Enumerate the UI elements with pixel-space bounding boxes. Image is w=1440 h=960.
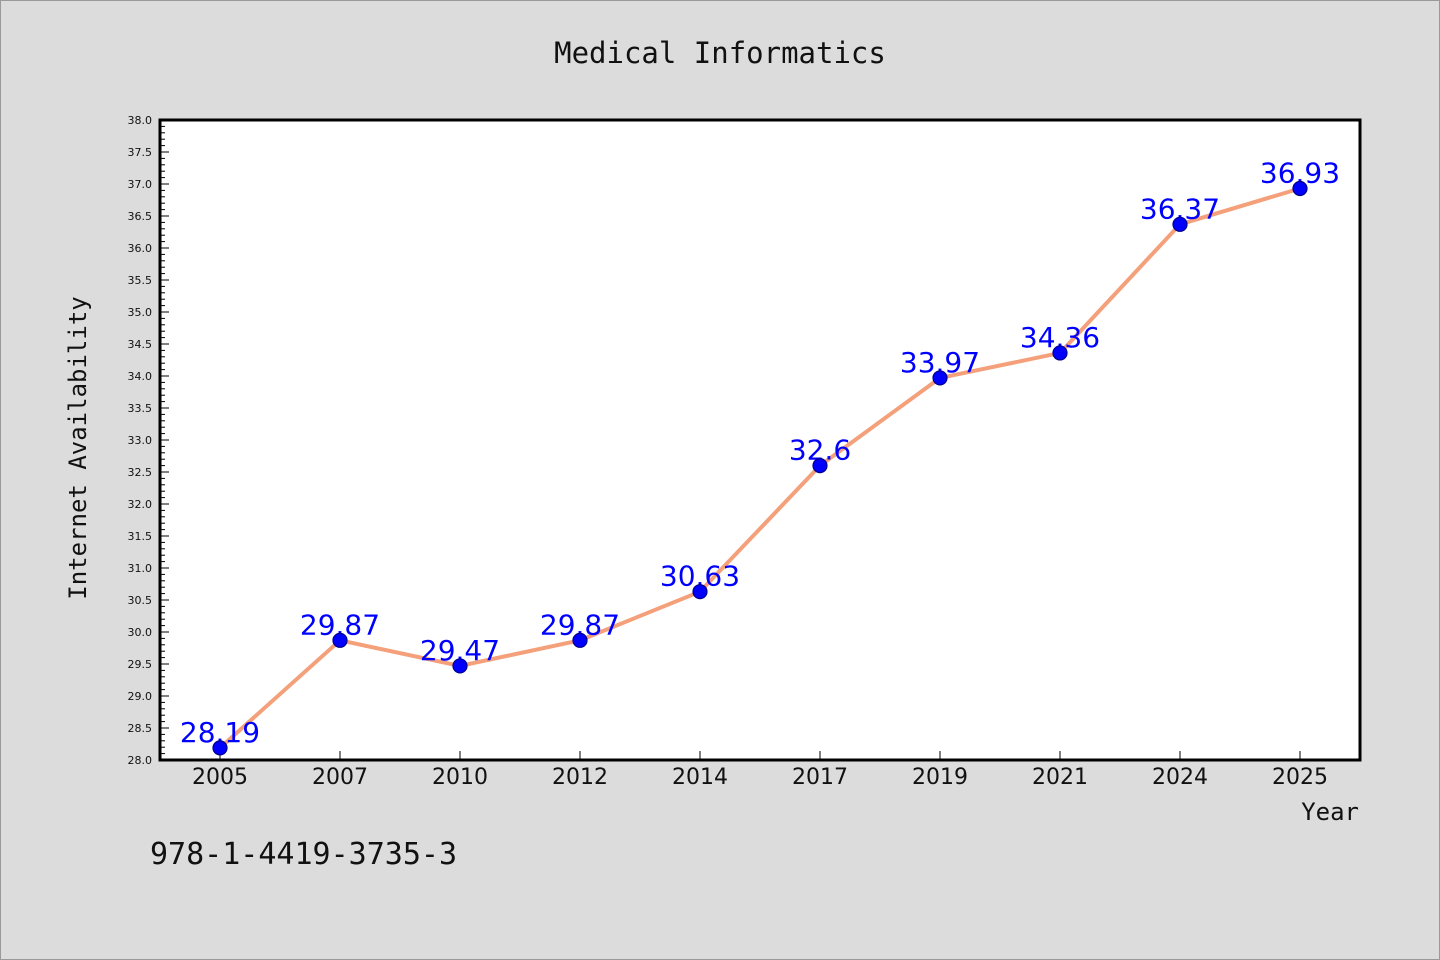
y-tick-label: 33.5 xyxy=(128,402,153,415)
series-group: 28.1929.8729.4729.8730.6332.633.9734.363… xyxy=(180,156,1340,756)
y-axis-label: Internet Availability xyxy=(64,296,92,599)
y-tick-label: 38.0 xyxy=(128,114,153,127)
y-tick-label: 30.0 xyxy=(128,626,153,639)
x-tick-label: 2024 xyxy=(1152,765,1208,790)
y-tick-label: 28.5 xyxy=(128,722,153,735)
x-tick-label: 2007 xyxy=(312,765,368,790)
data-point xyxy=(1172,216,1188,232)
x-tick-label: 2014 xyxy=(672,765,728,790)
x-axis-label: Year xyxy=(1301,798,1359,826)
y-tick-label: 30.5 xyxy=(128,594,153,607)
x-tick-label: 2017 xyxy=(792,765,848,790)
y-tick-label: 32.5 xyxy=(128,466,153,479)
x-axis-ticks: 2005 2007 2010 2012 2014 2017 2019 2021 2024 2025 xyxy=(192,751,1328,790)
plot-area xyxy=(160,120,1360,760)
y-tick-label: 35.5 xyxy=(128,274,153,287)
x-tick-label: 2025 xyxy=(1272,765,1328,790)
x-tick-label: 2021 xyxy=(1032,765,1088,790)
data-point xyxy=(1292,180,1308,197)
data-point xyxy=(572,632,588,648)
data-point xyxy=(212,740,228,756)
y-tick-label: 28.0 xyxy=(128,754,153,767)
y-tick-label: 37.0 xyxy=(128,178,153,191)
y-tick-label: 36.0 xyxy=(128,242,153,255)
data-point xyxy=(812,458,828,474)
plot-border xyxy=(158,118,1362,762)
data-point xyxy=(1052,345,1068,361)
y-tick-label: 37.5 xyxy=(128,146,153,159)
y-tick-label: 29.0 xyxy=(128,690,153,703)
y-axis-ticks: 28.0 28.5 29.0 29.5 30.0 30.5 31.0 31.5 32.0 32.5… xyxy=(128,114,169,767)
data-point xyxy=(932,370,948,386)
y-tick-label: 34.5 xyxy=(128,338,153,351)
data-point xyxy=(452,658,468,674)
x-tick-label: 2012 xyxy=(552,765,608,790)
annotation-text: 978-1-4419-3735-3 xyxy=(150,837,457,872)
y-tick-label: 31.0 xyxy=(128,562,153,575)
y-tick-label: 34.0 xyxy=(128,370,153,383)
y-tick-label: 31.5 xyxy=(128,530,153,543)
data-point xyxy=(692,584,708,600)
data-point xyxy=(332,632,348,648)
y-tick-label: 29.5 xyxy=(128,658,153,671)
x-tick-label: 2019 xyxy=(912,765,968,790)
y-tick-label: 36.5 xyxy=(128,210,153,223)
series-line xyxy=(218,186,1302,750)
y-tick-label: 35.0 xyxy=(128,306,153,319)
chart-title: Medical Informatics xyxy=(554,36,886,70)
x-tick-label: 2010 xyxy=(432,765,488,790)
y-tick-label: 33.0 xyxy=(128,434,153,447)
y-tick-label: 32.0 xyxy=(128,498,153,511)
x-tick-label: 2005 xyxy=(192,765,248,790)
